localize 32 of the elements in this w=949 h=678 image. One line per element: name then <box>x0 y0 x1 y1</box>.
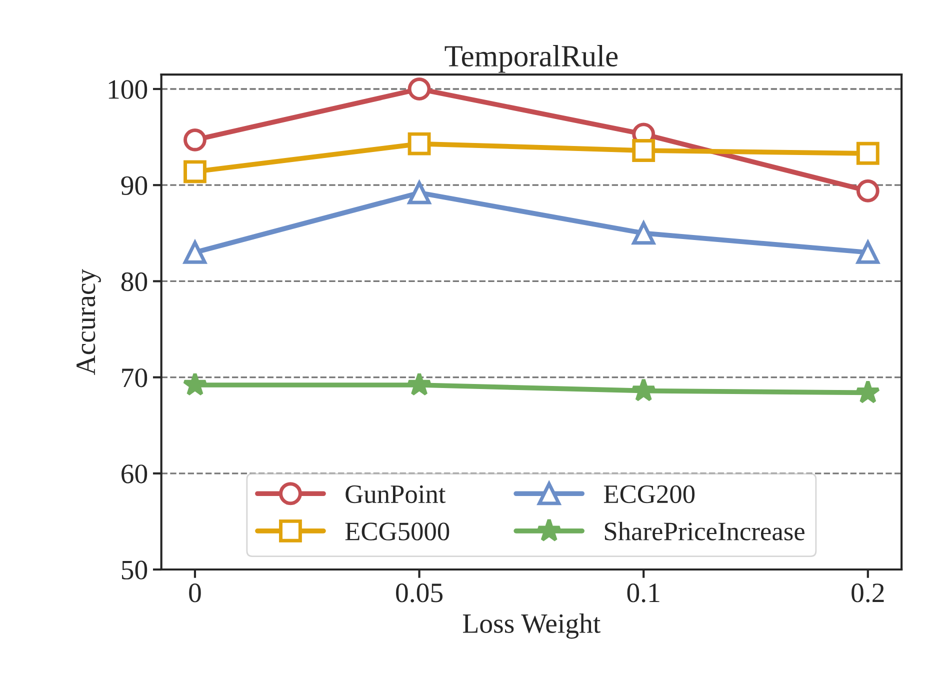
x-tick-label: 0.2 <box>852 584 884 602</box>
point <box>632 222 656 245</box>
point <box>408 78 431 100</box>
y-tick-label: 70 <box>122 368 148 388</box>
y-tick-label: 60 <box>122 464 148 484</box>
point <box>408 132 431 156</box>
x-tick-label: 0 <box>189 584 201 602</box>
point <box>856 380 880 404</box>
x-axis-title: Loss Weight <box>463 613 601 639</box>
point <box>182 372 208 396</box>
legend-label: SharePriceIncrease <box>604 522 804 540</box>
legend-label: ECG200 <box>604 485 695 504</box>
chart-title: TemporalRule <box>444 45 618 73</box>
point <box>632 139 656 162</box>
point <box>184 128 206 152</box>
point <box>856 142 880 165</box>
x-tick-label: 0.05 <box>396 584 443 602</box>
y-tick-label: 50 <box>122 560 148 580</box>
y-tick-label: 100 <box>108 80 148 99</box>
x-tick-label: 0.1 <box>627 584 660 602</box>
point <box>184 160 206 184</box>
point <box>408 181 431 204</box>
point <box>856 240 880 264</box>
point <box>631 378 656 402</box>
point <box>184 240 206 264</box>
y-tick-label: 80 <box>121 272 148 292</box>
legend-label: GunPoint <box>346 485 446 504</box>
y-axis-title: Accuracy <box>76 268 101 375</box>
y-tick-label: 90 <box>121 176 148 196</box>
legend-label: ECG5000 <box>345 522 450 540</box>
point <box>406 372 432 396</box>
point <box>856 179 880 202</box>
